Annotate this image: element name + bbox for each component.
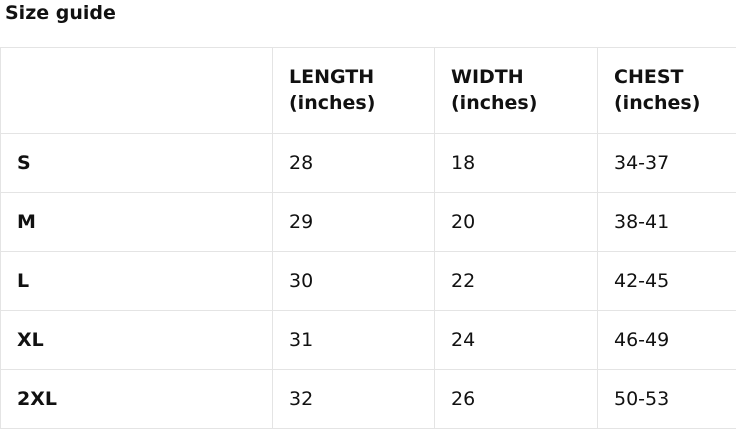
cell-xl-width: 24 [434,310,598,370]
row-label-2xl: 2XL [0,369,273,429]
cell-s-length: 28 [272,133,435,193]
page-title: Size guide [5,2,116,24]
header-row: LENGTH (inches) WIDTH (inches) CHEST (in… [0,47,736,134]
cell-l-length: 30 [272,251,435,311]
row-label-s: S [0,133,273,193]
cell-2xl-chest: 50-53 [597,369,736,429]
row-label-m: M [0,192,273,252]
cell-l-width: 22 [434,251,598,311]
cell-2xl-length: 32 [272,369,435,429]
cell-xl-chest: 46-49 [597,310,736,370]
table-row-l: L 30 22 42-45 [0,251,736,311]
table-row-m: M 29 20 38-41 [0,192,736,252]
row-label-l: L [0,251,273,311]
cell-m-width: 20 [434,192,598,252]
table-row-xl: XL 31 24 46-49 [0,310,736,370]
cell-m-length: 29 [272,192,435,252]
cell-xl-length: 31 [272,310,435,370]
table-row-s: S 28 18 34-37 [0,133,736,193]
cell-2xl-width: 26 [434,369,598,429]
header-cell-empty [0,47,273,134]
header-cell-length: LENGTH (inches) [272,47,435,134]
header-cell-chest: CHEST (inches) [597,47,736,134]
cell-l-chest: 42-45 [597,251,736,311]
cell-m-chest: 38-41 [597,192,736,252]
cell-s-chest: 34-37 [597,133,736,193]
header-cell-width: WIDTH (inches) [434,47,598,134]
table-row-2xl: 2XL 32 26 50-53 [0,369,736,429]
cell-s-width: 18 [434,133,598,193]
size-guide-table: LENGTH (inches) WIDTH (inches) CHEST (in… [0,47,736,429]
row-label-xl: XL [0,310,273,370]
